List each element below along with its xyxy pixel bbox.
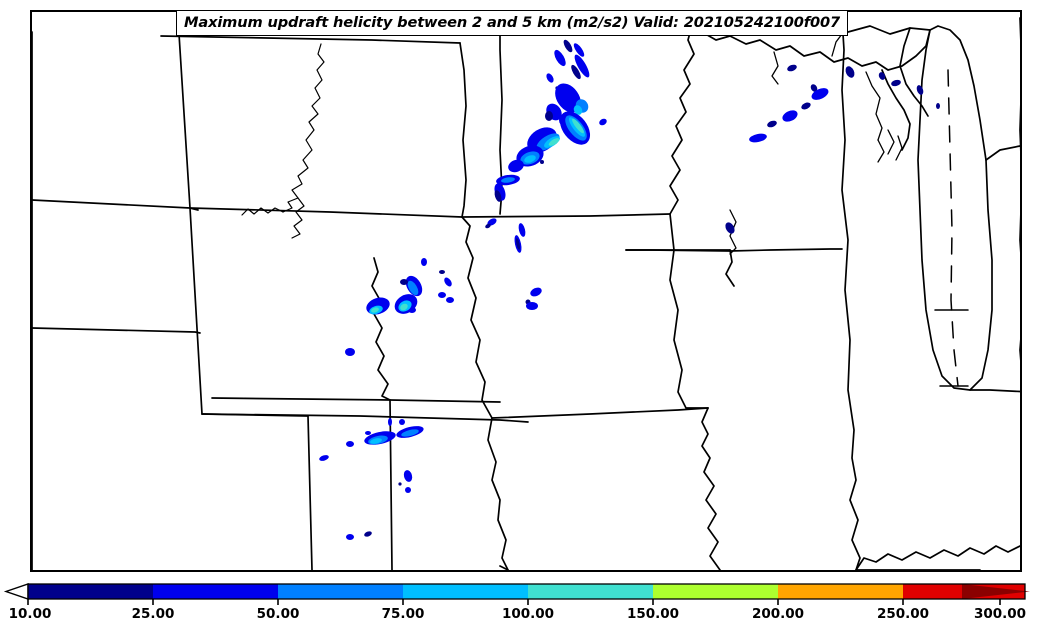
colorbar-swatches <box>3 583 1030 605</box>
storm-cluster-wisconsin <box>725 64 940 234</box>
storm-cluster-minnesota-iowa <box>485 39 607 305</box>
colorbar-tick-150: 150.00 <box>626 606 680 622</box>
colorbar-tick-10: 10.00 <box>8 606 52 622</box>
colorbar-tick-300: 300.00 <box>973 606 1027 622</box>
colorbar-tick-100: 100.00 <box>501 606 555 622</box>
storm-cluster-kansas <box>319 418 424 540</box>
colorbar-tick-200: 200.00 <box>751 606 805 622</box>
colorbar-tick-25: 25.00 <box>131 606 175 622</box>
colorbar: 10.00 25.00 50.00 75.00 100.00 150.00 20… <box>0 578 1037 633</box>
colorbar-tick-labels: 10.00 25.00 50.00 75.00 100.00 150.00 20… <box>0 606 1037 632</box>
state-boundaries <box>32 17 1020 570</box>
map-canvas <box>32 17 1020 570</box>
colorbar-ticks <box>27 599 1001 605</box>
colorbar-tick-250: 250.00 <box>876 606 930 622</box>
colorbar-under-arrow <box>3 583 29 600</box>
plot-title: Maximum updraft helicity between 2 and 5… <box>176 10 848 36</box>
colorbar-tick-75: 75.00 <box>381 606 425 622</box>
storm-cells-layer <box>319 39 940 540</box>
storm-cluster-nebraska <box>345 258 538 356</box>
map-plot-area <box>30 10 1022 572</box>
colorbar-over-arrow <box>962 584 1030 599</box>
colorbar-segments <box>28 584 1025 599</box>
colorbar-outline <box>27 583 1026 600</box>
colorbar-tick-50: 50.00 <box>256 606 300 622</box>
